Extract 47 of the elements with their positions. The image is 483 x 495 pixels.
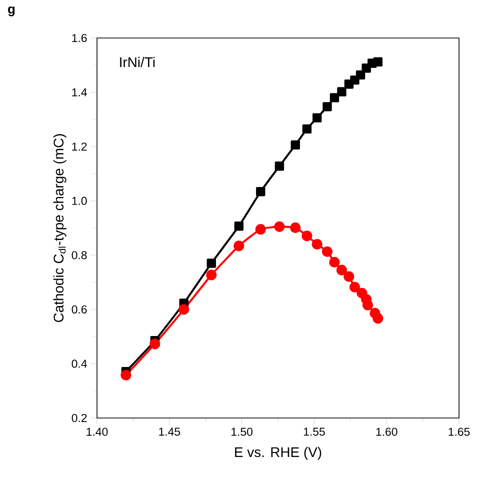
point (206, 270, 217, 280)
y-axis-title: Cathodic C$_{dl}$-type charge (mC) (53, 134, 66, 322)
point (349, 282, 360, 292)
point (274, 162, 284, 171)
point (312, 238, 322, 250)
annotation: IrNi/Ti (120, 56, 155, 68)
y-tick-label: 1.6 (72, 34, 87, 42)
y-tick-label: 0.4 (72, 360, 87, 368)
point (330, 93, 340, 102)
point (234, 222, 244, 231)
point (329, 256, 340, 268)
point (373, 57, 383, 66)
y-tick-label: 1.4 (72, 88, 87, 96)
x-tick-label: 1.65 (448, 428, 470, 436)
point (150, 338, 160, 350)
point (302, 230, 312, 242)
point (206, 258, 216, 268)
point (178, 304, 190, 315)
y-tick-label: 0.8 (72, 251, 87, 260)
point (337, 87, 346, 96)
point (274, 221, 285, 232)
point (302, 124, 312, 134)
x-axis-title: E vs. RHE (V) (235, 446, 322, 460)
y-tick-label: 0.6 (72, 305, 87, 314)
x-tick-label: 1.45 (159, 428, 180, 436)
point (322, 102, 332, 112)
x-tick-label: 1.50 (232, 428, 252, 436)
point (290, 222, 301, 234)
point (322, 246, 333, 257)
point (344, 271, 354, 282)
x-tick-label: 1.40 (86, 428, 108, 436)
point (255, 224, 266, 235)
y-tick-label: 1.0 (72, 196, 87, 205)
y-tick-label: 1.2 (72, 142, 87, 151)
x-tick-label: 1.55 (304, 428, 325, 436)
text: g (8, 6, 15, 16)
point (120, 370, 132, 380)
point (256, 187, 266, 196)
x-tick-label: 1.60 (376, 428, 398, 436)
point (336, 264, 348, 276)
point (234, 240, 244, 252)
point (312, 113, 322, 122)
point (362, 300, 374, 310)
point (372, 313, 384, 324)
y-tick-label: 0.2 (72, 414, 87, 422)
point (356, 70, 366, 80)
point (290, 140, 300, 150)
